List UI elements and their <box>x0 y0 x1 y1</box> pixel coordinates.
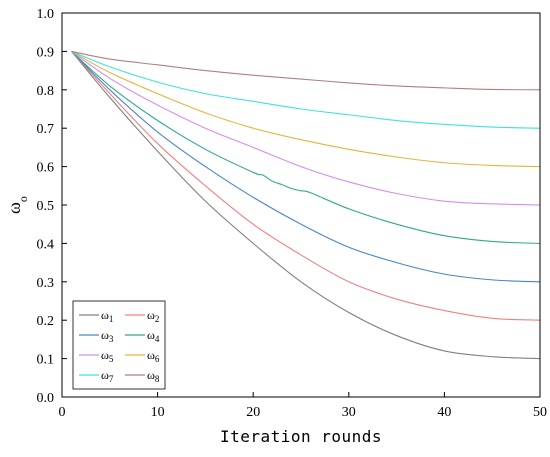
series-line-omega-4 <box>71 50 541 244</box>
x-tick-label: 50 <box>533 405 547 420</box>
legend-label: ω3 <box>101 328 114 344</box>
series-line-omega-3 <box>71 51 541 283</box>
y-tick-label: 1.0 <box>37 7 55 22</box>
y-axis-title-subscript: o <box>16 196 30 202</box>
legend-label-subscript: 5 <box>109 354 114 364</box>
legend-label-symbol: ω <box>101 368 109 382</box>
x-tick-label: 10 <box>151 405 165 420</box>
x-tick-label: 30 <box>342 405 356 420</box>
y-tick-label: 0.9 <box>37 45 55 60</box>
series-line-omega-1 <box>71 51 541 360</box>
series-layer <box>71 50 541 360</box>
x-tick-label: 0 <box>59 405 66 420</box>
series-line-omega-5 <box>71 50 541 206</box>
legend-label: ω8 <box>147 368 160 384</box>
legend-label-symbol: ω <box>147 328 155 342</box>
legend-label-symbol: ω <box>147 308 155 322</box>
legend-box <box>72 300 166 390</box>
legend-label: ω4 <box>147 328 160 344</box>
y-tick-label: 0.3 <box>37 276 55 291</box>
y-axis-title: ωo <box>4 196 30 214</box>
series-line-omega-6 <box>71 50 541 168</box>
legend-label-subscript: 6 <box>155 354 160 364</box>
legend-label-symbol: ω <box>101 328 109 342</box>
legend-label: ω6 <box>147 348 160 364</box>
legend-label-subscript: 4 <box>155 334 160 344</box>
legend-item-omega-5: ω5 <box>79 348 114 364</box>
y-tick-label: 0.7 <box>37 122 55 137</box>
legend-label: ω5 <box>101 348 114 364</box>
y-tick-label: 0.2 <box>37 314 55 329</box>
y-tick-label: 0.1 <box>37 353 55 368</box>
legend-item-omega-2: ω2 <box>125 308 159 324</box>
legend-label: ω1 <box>101 308 113 324</box>
y-tick-label: 0.0 <box>37 391 55 406</box>
legend-item-omega-6: ω6 <box>125 348 160 364</box>
legend-label-subscript: 1 <box>109 314 114 324</box>
legend-label-symbol: ω <box>147 368 155 382</box>
legend-label-symbol: ω <box>101 348 109 362</box>
legend-label: ω2 <box>147 308 159 324</box>
legend-label-subscript: 3 <box>109 334 114 344</box>
legend-label-subscript: 2 <box>155 314 160 324</box>
legend-item-omega-8: ω8 <box>125 368 160 384</box>
x-axis-title: Iteration rounds <box>220 427 382 446</box>
y-tick-label: 0.4 <box>37 237 55 252</box>
x-tick-label: 20 <box>246 405 260 420</box>
legend-label-symbol: ω <box>101 308 109 322</box>
y-tick-label: 0.5 <box>37 199 55 214</box>
legend-label-symbol: ω <box>147 348 155 362</box>
legend-item-omega-4: ω4 <box>125 328 160 344</box>
legend-item-omega-7: ω7 <box>79 368 114 384</box>
series-line-omega-8 <box>71 50 541 91</box>
legend-label-subscript: 7 <box>109 374 114 384</box>
legend-label-subscript: 8 <box>155 374 160 384</box>
y-tick-label: 0.8 <box>37 84 55 99</box>
y-tick-label: 0.6 <box>37 161 55 176</box>
series-line-omega-2 <box>71 51 541 321</box>
legend-item-omega-3: ω3 <box>79 328 114 344</box>
series-line-omega-7 <box>71 50 541 129</box>
legend-label: ω7 <box>101 368 114 384</box>
ticks-layer: 0 10 20 30 40 50 0.0 0.1 0.2 0.3 0.4 0.5 0.6 0.7 0.8 0.… <box>37 7 548 420</box>
y-axis-title-symbol: ω <box>4 202 24 214</box>
legend-item-omega-1: ω1 <box>79 308 113 324</box>
x-tick-label: 40 <box>437 405 451 420</box>
